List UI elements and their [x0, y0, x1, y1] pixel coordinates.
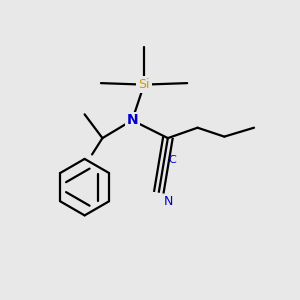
- Text: N: N: [126, 113, 138, 127]
- Text: C: C: [169, 155, 176, 165]
- Text: N: N: [164, 195, 173, 208]
- Text: Si: Si: [138, 78, 150, 91]
